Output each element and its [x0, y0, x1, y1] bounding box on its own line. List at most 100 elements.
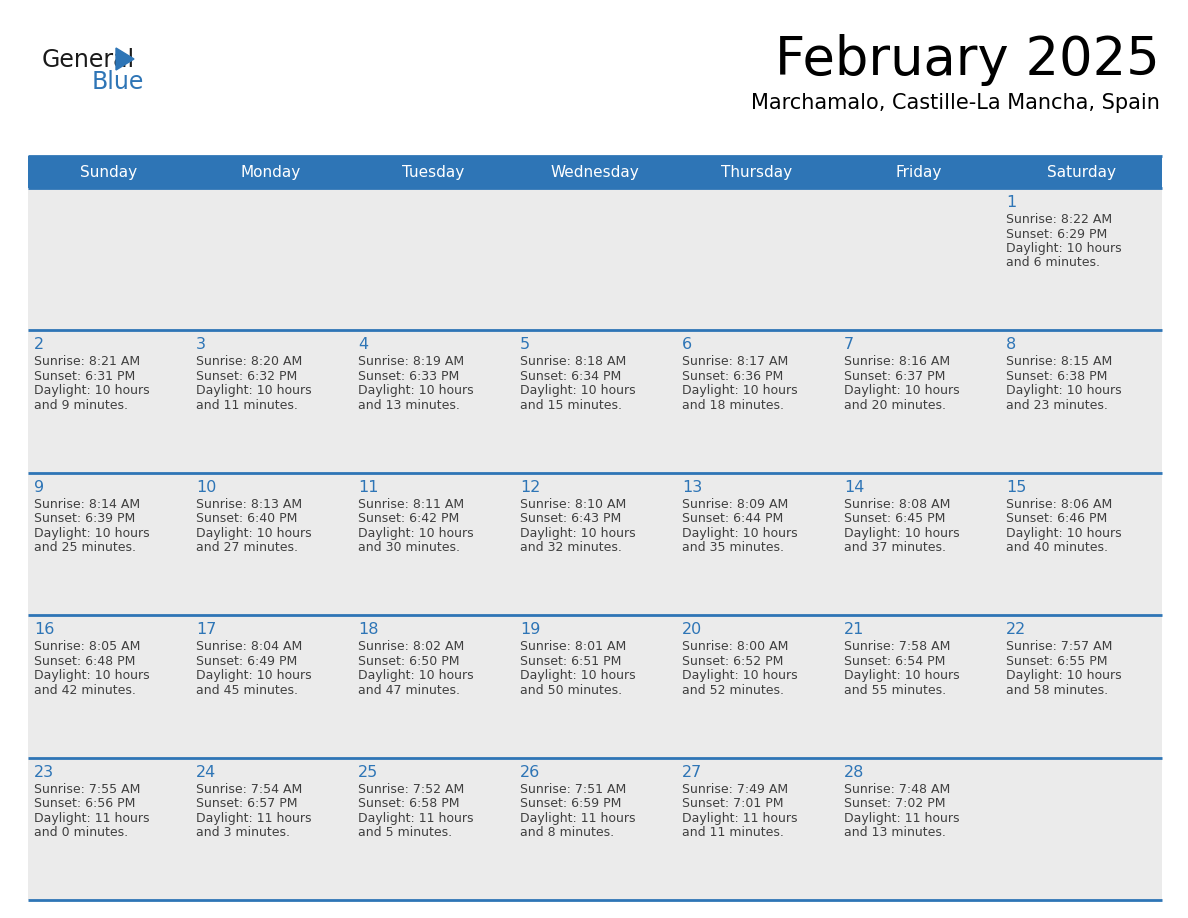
Text: Daylight: 10 hours: Daylight: 10 hours [358, 669, 474, 682]
Text: Sunset: 6:36 PM: Sunset: 6:36 PM [682, 370, 783, 383]
Text: Sunset: 6:51 PM: Sunset: 6:51 PM [520, 655, 621, 667]
Text: and 8 minutes.: and 8 minutes. [520, 826, 614, 839]
Text: Daylight: 10 hours: Daylight: 10 hours [520, 385, 636, 397]
Text: and 27 minutes.: and 27 minutes. [196, 542, 298, 554]
Text: Sunset: 6:37 PM: Sunset: 6:37 PM [843, 370, 946, 383]
Text: Sunset: 7:01 PM: Sunset: 7:01 PM [682, 797, 784, 810]
Text: and 45 minutes.: and 45 minutes. [196, 684, 298, 697]
Text: Sunrise: 8:21 AM: Sunrise: 8:21 AM [34, 355, 140, 368]
Text: Sunrise: 8:00 AM: Sunrise: 8:00 AM [682, 640, 789, 654]
Text: 5: 5 [520, 338, 530, 353]
Bar [190, 615, 352, 757]
Text: Sunrise: 7:48 AM: Sunrise: 7:48 AM [843, 783, 950, 796]
Text: Sunrise: 8:10 AM: Sunrise: 8:10 AM [520, 498, 626, 510]
Bar [352, 330, 514, 473]
Bar [352, 188, 514, 330]
Text: 12: 12 [520, 480, 541, 495]
Text: and 37 minutes.: and 37 minutes. [843, 542, 946, 554]
Text: and 13 minutes.: and 13 minutes. [358, 399, 460, 412]
Text: Sunrise: 8:05 AM: Sunrise: 8:05 AM [34, 640, 140, 654]
Text: Daylight: 10 hours: Daylight: 10 hours [1006, 527, 1121, 540]
Text: and 40 minutes.: and 40 minutes. [1006, 542, 1108, 554]
Text: Sunrise: 7:55 AM: Sunrise: 7:55 AM [34, 783, 140, 796]
Text: 10: 10 [196, 480, 216, 495]
Text: and 58 minutes.: and 58 minutes. [1006, 684, 1108, 697]
Text: Sunset: 6:40 PM: Sunset: 6:40 PM [196, 512, 297, 525]
Bar [352, 615, 514, 757]
Text: 18: 18 [358, 622, 379, 637]
Bar [29, 473, 190, 615]
Text: and 15 minutes.: and 15 minutes. [520, 399, 623, 412]
Text: Wednesday: Wednesday [550, 164, 639, 180]
Text: Sunrise: 8:19 AM: Sunrise: 8:19 AM [358, 355, 465, 368]
Text: Daylight: 10 hours: Daylight: 10 hours [520, 669, 636, 682]
Text: 19: 19 [520, 622, 541, 637]
Text: Sunset: 6:45 PM: Sunset: 6:45 PM [843, 512, 946, 525]
Text: Sunrise: 7:54 AM: Sunrise: 7:54 AM [196, 783, 302, 796]
Polygon shape [116, 48, 134, 70]
Text: and 18 minutes.: and 18 minutes. [682, 399, 784, 412]
Text: Daylight: 10 hours: Daylight: 10 hours [196, 385, 311, 397]
Bar [190, 473, 352, 615]
Text: Sunrise: 8:13 AM: Sunrise: 8:13 AM [196, 498, 302, 510]
Text: Monday: Monday [241, 164, 301, 180]
Text: Daylight: 10 hours: Daylight: 10 hours [34, 527, 150, 540]
Text: Daylight: 10 hours: Daylight: 10 hours [34, 385, 150, 397]
Text: Sunset: 6:58 PM: Sunset: 6:58 PM [358, 797, 460, 810]
Text: 1: 1 [1006, 195, 1016, 210]
Text: and 5 minutes.: and 5 minutes. [358, 826, 453, 839]
Text: Daylight: 10 hours: Daylight: 10 hours [843, 527, 960, 540]
Bar [838, 615, 1000, 757]
Text: and 3 minutes.: and 3 minutes. [196, 826, 290, 839]
Text: Sunset: 6:34 PM: Sunset: 6:34 PM [520, 370, 621, 383]
Text: 28: 28 [843, 765, 865, 779]
Text: Sunrise: 8:11 AM: Sunrise: 8:11 AM [358, 498, 465, 510]
Text: Daylight: 11 hours: Daylight: 11 hours [358, 812, 474, 824]
Text: and 6 minutes.: and 6 minutes. [1006, 256, 1100, 270]
Bar [1000, 330, 1162, 473]
Text: Daylight: 10 hours: Daylight: 10 hours [682, 669, 797, 682]
Bar [29, 156, 1162, 188]
Text: Sunday: Sunday [81, 164, 138, 180]
Text: Sunset: 6:29 PM: Sunset: 6:29 PM [1006, 228, 1107, 241]
Text: 13: 13 [682, 480, 702, 495]
Text: Daylight: 10 hours: Daylight: 10 hours [682, 385, 797, 397]
Text: 7: 7 [843, 338, 854, 353]
Text: Sunset: 6:44 PM: Sunset: 6:44 PM [682, 512, 783, 525]
Text: Sunrise: 8:20 AM: Sunrise: 8:20 AM [196, 355, 302, 368]
Bar [190, 188, 352, 330]
Text: 9: 9 [34, 480, 44, 495]
Bar [514, 473, 676, 615]
Text: Sunrise: 8:16 AM: Sunrise: 8:16 AM [843, 355, 950, 368]
Text: and 9 minutes.: and 9 minutes. [34, 399, 128, 412]
Text: Sunset: 6:57 PM: Sunset: 6:57 PM [196, 797, 297, 810]
Text: Sunrise: 8:22 AM: Sunrise: 8:22 AM [1006, 213, 1112, 226]
Text: Sunset: 6:54 PM: Sunset: 6:54 PM [843, 655, 946, 667]
Text: and 47 minutes.: and 47 minutes. [358, 684, 460, 697]
Text: Daylight: 10 hours: Daylight: 10 hours [34, 669, 150, 682]
Text: 17: 17 [196, 622, 216, 637]
Text: and 11 minutes.: and 11 minutes. [682, 826, 784, 839]
Bar [29, 615, 190, 757]
Text: 16: 16 [34, 622, 55, 637]
Text: Marchamalo, Castille-La Mancha, Spain: Marchamalo, Castille-La Mancha, Spain [751, 93, 1159, 113]
Text: 8: 8 [1006, 338, 1016, 353]
Bar [29, 330, 190, 473]
Text: Sunset: 6:59 PM: Sunset: 6:59 PM [520, 797, 621, 810]
Text: Daylight: 11 hours: Daylight: 11 hours [196, 812, 311, 824]
Text: Daylight: 11 hours: Daylight: 11 hours [682, 812, 797, 824]
Bar [1000, 757, 1162, 900]
Text: Sunrise: 8:17 AM: Sunrise: 8:17 AM [682, 355, 789, 368]
Text: 27: 27 [682, 765, 702, 779]
Text: Sunrise: 8:09 AM: Sunrise: 8:09 AM [682, 498, 789, 510]
Bar [1000, 188, 1162, 330]
Bar [676, 473, 838, 615]
Text: 22: 22 [1006, 622, 1026, 637]
Text: Sunset: 7:02 PM: Sunset: 7:02 PM [843, 797, 946, 810]
Text: and 25 minutes.: and 25 minutes. [34, 542, 135, 554]
Text: and 35 minutes.: and 35 minutes. [682, 542, 784, 554]
Text: and 55 minutes.: and 55 minutes. [843, 684, 946, 697]
Text: Sunrise: 7:52 AM: Sunrise: 7:52 AM [358, 783, 465, 796]
Text: Daylight: 11 hours: Daylight: 11 hours [520, 812, 636, 824]
Text: 2: 2 [34, 338, 44, 353]
